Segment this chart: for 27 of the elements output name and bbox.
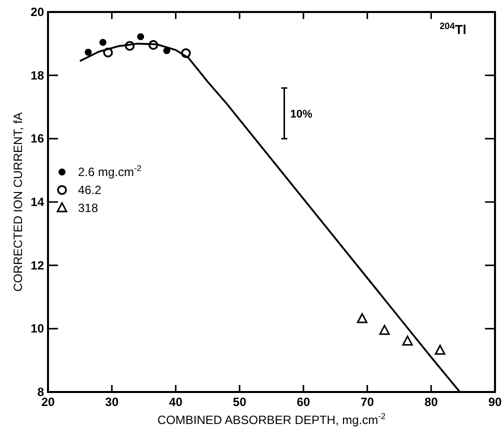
point — [137, 33, 144, 40]
x-tick-label: 80 — [424, 395, 438, 409]
point — [356, 313, 368, 324]
y-tick-label: 20 — [30, 5, 44, 19]
y-tick-label: 10 — [30, 322, 44, 336]
annotation: 10% — [290, 108, 313, 120]
point — [379, 324, 390, 335]
y-tick-label: 18 — [30, 68, 44, 82]
y-axis-title: CORRECTED ION CURRENT, fA — [11, 112, 25, 292]
legend-label: 2.6 mg.cm$^{-2}$ — [78, 163, 142, 179]
x-tick-label: 50 — [232, 395, 247, 409]
x-axis-title: COMBINED ABSORBER DEPTH, mg.cm$^{-2}$ — [157, 411, 386, 427]
point — [434, 344, 446, 355]
x-tick-label: 30 — [105, 395, 119, 409]
x-tick-label: 60 — [296, 395, 310, 409]
legend-label: 318 — [78, 201, 98, 215]
x-tick-label: 90 — [488, 395, 502, 409]
y-tick-label: 16 — [30, 132, 44, 146]
x-tick-label: 40 — [169, 395, 183, 409]
point — [402, 336, 413, 346]
legend-label: 46.2 — [78, 183, 102, 197]
annotation: $^{204}$Tl — [440, 21, 466, 37]
x-tick-label: 70 — [360, 395, 374, 409]
y-tick-label: 14 — [30, 195, 44, 209]
y-tick-label: 12 — [30, 258, 44, 272]
point — [84, 48, 92, 56]
point — [99, 38, 106, 46]
